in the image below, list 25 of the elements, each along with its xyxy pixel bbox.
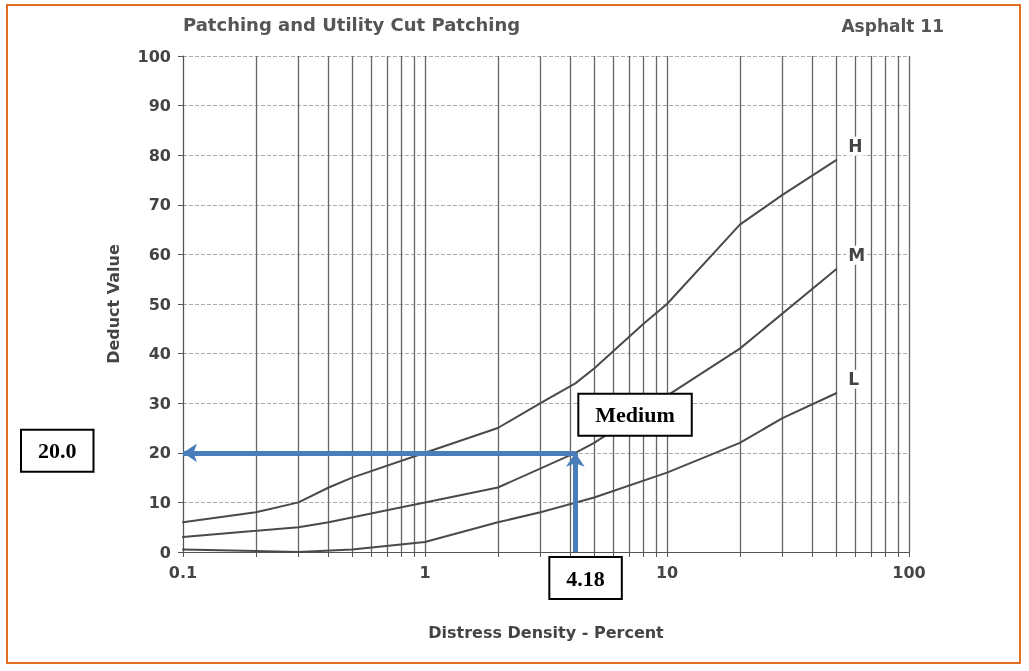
x-tick-label: 1: [419, 562, 431, 582]
series-label: H: [848, 136, 863, 157]
x-tick-label: 100: [892, 562, 926, 582]
x-tick-label: 10: [655, 562, 679, 582]
text: 20.0: [38, 438, 77, 464]
y-tick-label: 20: [148, 443, 171, 463]
y-tick-label: 40: [148, 344, 171, 364]
y-axis-title: Deduct Value: [103, 244, 123, 364]
y-tick-label: 90: [148, 96, 171, 116]
chart-title: Patching and Utility Cut Patching: [183, 13, 521, 35]
y-tick-label: 100: [137, 46, 171, 66]
y-tick-label: 70: [148, 195, 171, 215]
y-tick-label: 30: [148, 393, 171, 413]
series-label: M: [848, 245, 866, 266]
annotation: 4.18: [566, 565, 605, 591]
y-tick-label: 80: [148, 145, 171, 165]
annotation: Medium: [595, 402, 675, 428]
series-label: L: [848, 369, 860, 390]
y-tick-label: 10: [148, 492, 171, 512]
chart-subtitle: Asphalt 11: [841, 15, 945, 36]
x-tick-label: 0.1: [168, 562, 198, 582]
y-tick-label: 60: [148, 244, 171, 264]
y-tick-label: 50: [148, 294, 171, 314]
y-tick-label: 0: [159, 542, 171, 562]
x-axis-title: Distress Density - Percent: [428, 622, 665, 642]
